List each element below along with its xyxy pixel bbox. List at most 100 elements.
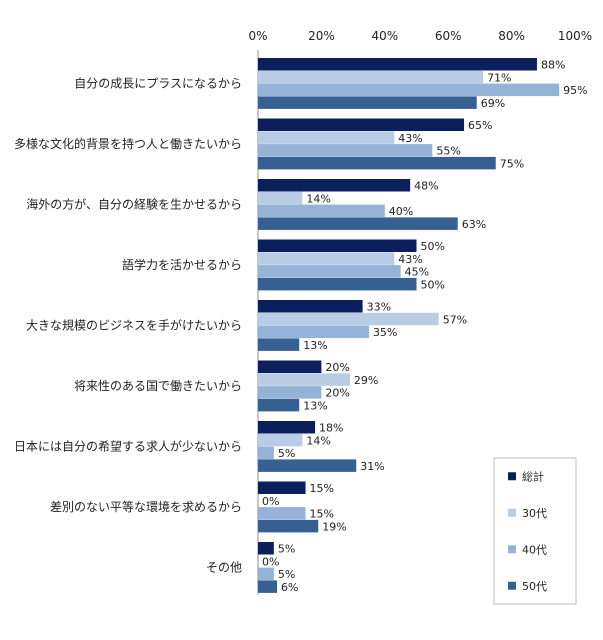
data-label: 0%: [262, 555, 279, 568]
data-label: 19%: [322, 520, 346, 533]
bar: [258, 507, 306, 520]
bar: [258, 325, 369, 339]
data-label: 14%: [306, 192, 330, 205]
data-label: 29%: [354, 374, 378, 387]
bar: [258, 459, 357, 472]
x-axis-ticks: 0% 20% 40% 60% 80% 100%: [248, 29, 592, 43]
data-label: 57%: [443, 313, 467, 326]
bars: [258, 58, 560, 593]
category-label: 多様な文化的背景を持つ人と働きたいから: [14, 136, 242, 151]
data-label: 63%: [462, 218, 486, 231]
bar: [258, 179, 411, 192]
legend-box: [493, 457, 577, 605]
data-label: 40%: [389, 205, 413, 218]
bar: [258, 70, 484, 84]
bar: [258, 217, 458, 230]
bar: [258, 580, 278, 593]
bar: [258, 156, 496, 170]
category-labels: 自分の成長にプラスになるから多様な文化的背景を持つ人と働きたいから海外の方が、自…: [14, 76, 242, 574]
bar: [258, 58, 537, 71]
bar: [258, 83, 560, 97]
bar: [258, 433, 303, 447]
data-label: 33%: [367, 301, 391, 314]
data-label: 15%: [310, 482, 334, 495]
legend-label: 50代: [522, 580, 547, 593]
x-tick-label: 0%: [248, 29, 267, 43]
category-label: 海外の方が、自分の経験を生かせるから: [26, 196, 242, 211]
bar: [258, 300, 363, 313]
bar: [258, 338, 300, 351]
data-label: 65%: [468, 119, 492, 132]
bar: [258, 312, 439, 326]
bar: [258, 421, 316, 434]
data-label: 75%: [500, 157, 524, 170]
category-label: 自分の成長にプラスになるから: [74, 76, 242, 90]
data-label: 88%: [541, 59, 565, 72]
legend-swatch: [508, 545, 516, 554]
bar: [258, 519, 319, 533]
x-tick-label: 20%: [308, 29, 335, 43]
legend-label: 総計: [522, 469, 544, 483]
bar: [258, 204, 385, 218]
bar: [258, 252, 395, 265]
x-tick-label: 100%: [558, 29, 592, 43]
legend-swatch: [508, 581, 516, 590]
data-label: 18%: [319, 422, 343, 435]
bar: [258, 360, 322, 373]
data-label: 13%: [303, 339, 327, 352]
data-label: 13%: [303, 399, 327, 412]
data-label: 6%: [281, 581, 298, 594]
legend-label: 40代: [522, 543, 547, 556]
category-label: 差別のない平等な環境を求めるから: [50, 499, 242, 514]
bar: [258, 567, 274, 581]
data-label: 0%: [262, 495, 279, 508]
data-label: 31%: [360, 460, 384, 473]
bar: [258, 277, 417, 291]
data-labels: 88%71%95%69%65%43%55%75%48%14%40%63%50%4…: [262, 59, 588, 594]
bar: [258, 542, 274, 555]
data-label: 71%: [487, 71, 511, 84]
data-label: 50%: [421, 240, 445, 253]
data-label: 55%: [436, 145, 460, 158]
category-label: 語学力を活かせるから: [122, 257, 242, 272]
data-label: 95%: [563, 84, 587, 97]
data-label: 15%: [310, 508, 334, 521]
data-label: 45%: [405, 266, 429, 279]
bar: [258, 118, 465, 131]
x-tick-label: 80%: [498, 29, 525, 43]
data-label: 43%: [398, 132, 422, 145]
data-label: 20%: [325, 361, 349, 374]
bar: [258, 446, 274, 460]
bar: [258, 373, 350, 386]
data-label: 5%: [278, 543, 295, 556]
legend: 総計 30代 40代 50代: [493, 457, 577, 605]
bar: [258, 481, 306, 494]
bar: [258, 191, 303, 205]
data-label: 5%: [278, 568, 295, 581]
bar: [258, 398, 300, 412]
bar: [258, 239, 417, 252]
data-label: 69%: [481, 97, 505, 110]
data-label: 35%: [373, 326, 397, 339]
x-tick-label: 60%: [435, 29, 462, 43]
category-label: 大きな規模のビジネスを手がけたいから: [26, 317, 242, 332]
data-label: 50%: [421, 278, 445, 291]
data-label: 5%: [278, 447, 295, 460]
bar: [258, 96, 477, 109]
bar: [258, 265, 401, 278]
data-label: 43%: [398, 253, 422, 266]
legend-label: 30代: [522, 507, 547, 520]
data-label: 48%: [414, 180, 438, 193]
data-label: 14%: [306, 434, 330, 447]
legend-swatch: [508, 508, 516, 517]
data-label: 20%: [325, 387, 349, 400]
category-label: 将来性のある国で働きたいから: [74, 379, 242, 393]
bar: [258, 131, 395, 144]
category-label: 日本には自分の希望する求人が少ないから: [14, 438, 242, 453]
legend-swatch: [508, 472, 516, 481]
x-tick-label: 40%: [371, 29, 398, 43]
category-label: その他: [206, 560, 242, 574]
bar: [258, 386, 322, 399]
bar: [258, 144, 433, 157]
